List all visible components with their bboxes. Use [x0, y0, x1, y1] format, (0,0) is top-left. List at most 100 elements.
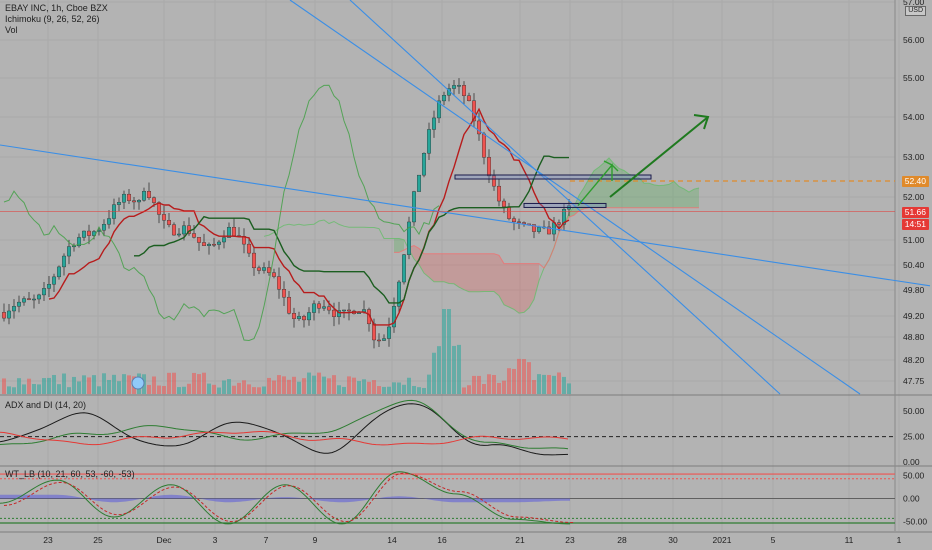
candle-down — [161, 214, 166, 221]
volume-bar — [122, 374, 126, 394]
volume-bar — [522, 359, 526, 394]
candle-down — [332, 309, 337, 317]
volume-bar — [367, 381, 371, 394]
volume-bar — [327, 378, 331, 394]
candle-down — [462, 85, 467, 96]
candle-up — [121, 193, 126, 203]
volume-bar — [12, 387, 16, 394]
candle-up — [42, 288, 47, 296]
kijun-sen — [134, 155, 569, 304]
symbol-title[interactable]: EBAY INC, 1h, Cboe BZX — [5, 3, 108, 13]
candle-down — [512, 218, 517, 223]
candle-down — [302, 316, 307, 321]
projection-arrow-small-head — [603, 160, 619, 172]
candle-up — [47, 284, 52, 289]
wt-tick-label: 50.00 — [903, 470, 925, 480]
projection-arrow-large-head — [693, 114, 710, 130]
adx-pane — [0, 399, 895, 456]
candle-up — [537, 227, 542, 232]
volume-bar — [222, 380, 226, 394]
volume-bar — [242, 380, 246, 394]
volume-bar — [472, 375, 476, 394]
trendline-steep-1 — [289, 0, 861, 395]
volume-legend[interactable]: Vol — [5, 25, 18, 35]
volume-bar — [32, 383, 36, 394]
volume-bar — [317, 372, 321, 394]
price-tick-label: 47.75 — [903, 376, 925, 386]
candle-down — [547, 226, 552, 235]
volume-bar — [237, 382, 241, 394]
candle-down — [317, 303, 322, 309]
volume-bar — [422, 387, 426, 394]
adx-legend[interactable]: ADX and DI (14, 20) — [5, 400, 86, 411]
wt-histogram — [0, 494, 570, 503]
candle-up — [57, 266, 62, 278]
volume-bar — [57, 384, 61, 394]
wt-pane — [0, 471, 895, 525]
volume-bar — [77, 381, 81, 394]
volume-bar — [167, 372, 171, 394]
volume-bar — [127, 375, 131, 394]
time-tick-label: 21 — [515, 535, 525, 545]
volume-bar — [302, 378, 306, 394]
candle-up — [397, 281, 402, 307]
candle-down — [191, 233, 196, 238]
candle-down — [532, 224, 537, 232]
adx-series--DI — [0, 431, 569, 446]
price-tick-label: 48.80 — [903, 332, 925, 342]
volume-bar — [387, 386, 391, 394]
candle-up — [181, 225, 186, 235]
volume-bar — [532, 380, 536, 394]
volume-bar — [527, 362, 531, 394]
candle-down — [196, 237, 201, 243]
volume-bar — [292, 376, 296, 394]
time-tick-label: 14 — [387, 535, 397, 545]
senkou-span-b — [394, 207, 699, 269]
volume-bar — [372, 380, 376, 394]
ichimoku-cloud — [263, 157, 700, 314]
wt-series-WT1 — [0, 471, 570, 525]
time-tick-label: 2021 — [713, 535, 732, 545]
candle-down — [272, 272, 277, 277]
volume-bar — [17, 378, 21, 394]
volume-bar — [382, 386, 386, 394]
volume-bar — [282, 376, 286, 394]
volume-bar — [107, 379, 111, 394]
volume-bar — [62, 373, 66, 394]
ichimoku-legend[interactable]: Ichimoku (9, 26, 52, 26) — [5, 14, 100, 24]
candle-down — [257, 267, 262, 271]
volume-bar — [352, 377, 356, 394]
volume-bar — [507, 368, 511, 394]
volume-bar — [442, 309, 446, 394]
candle-down — [347, 309, 352, 312]
volume-bar — [157, 385, 161, 394]
candle-up — [342, 309, 347, 312]
volume-bar — [467, 385, 471, 394]
volume-bar — [362, 379, 366, 394]
volume-bar — [322, 376, 326, 394]
price-tick-label: 55.00 — [903, 73, 925, 83]
candle-down — [477, 120, 482, 135]
candle-down — [497, 185, 502, 202]
volume-bar — [332, 375, 336, 394]
cloud-bearish — [409, 245, 539, 314]
volume-bar — [47, 377, 51, 394]
volume-bar — [262, 386, 266, 394]
candle-up — [221, 237, 226, 243]
last-price-tag: 51.66 — [901, 207, 929, 218]
adx-tick-label: 50.00 — [903, 406, 925, 416]
candle-down — [151, 197, 156, 203]
volume-bar — [427, 374, 431, 394]
candle-up — [422, 153, 427, 176]
price-tick-label: 50.40 — [903, 260, 925, 270]
adx-series-ADX — [0, 403, 569, 456]
wt-legend[interactable]: WT_LB (10, 21, 60, 53, -60, -53) — [5, 469, 135, 480]
candle-up — [22, 298, 27, 303]
volume-bar — [7, 386, 11, 394]
candle-up — [141, 191, 146, 201]
candle-up — [32, 298, 37, 301]
candle-up — [452, 85, 457, 89]
candle-down — [472, 100, 477, 122]
currency-badge[interactable]: USD — [905, 6, 926, 16]
